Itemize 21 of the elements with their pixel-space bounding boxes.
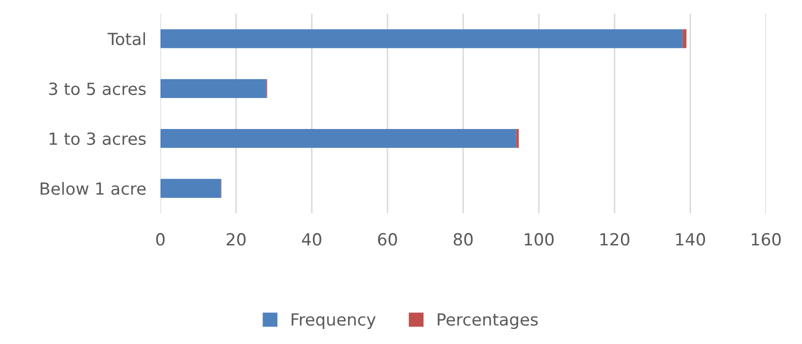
legend-label: Frequency [292, 313, 376, 329]
y-tick-label: Below 1 acre [40, 182, 146, 195]
x-tick-label: 160 [752, 233, 781, 246]
bar [160, 128, 516, 148]
bar [160, 29, 683, 48]
bar [682, 29, 686, 48]
x-tick-label: 40 [302, 233, 322, 246]
y-tick-label: 1 to 3 acres [50, 132, 146, 146]
x-tick-label: 0 [156, 233, 165, 246]
bar [516, 128, 519, 148]
x-tick-label: 80 [454, 233, 473, 246]
x-tick-label: 120 [600, 233, 630, 246]
bar [160, 79, 266, 98]
x-tick-label: 60 [378, 233, 397, 246]
x-tick-label: 20 [226, 233, 246, 246]
bar [160, 178, 221, 198]
y-tick-label: Total [108, 32, 145, 46]
x-tick-label: 100 [524, 233, 554, 246]
x-tick-label: 140 [676, 233, 706, 246]
y-tick-label: 3 to 5 acres [49, 82, 146, 96]
legend-label: Percentages [438, 313, 538, 329]
